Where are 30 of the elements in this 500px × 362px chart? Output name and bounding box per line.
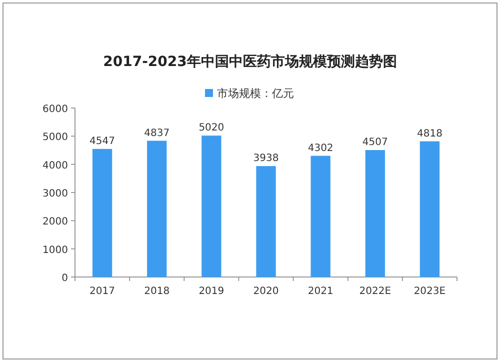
- y-tick-label: 1000: [42, 244, 68, 256]
- x-tick-label: 2023E: [414, 286, 446, 297]
- bar: [147, 140, 167, 277]
- y-tick-label: 3000: [42, 188, 68, 200]
- x-tick-label: 2020: [253, 286, 279, 297]
- bar: [365, 150, 385, 277]
- data-label: 4507: [362, 137, 388, 148]
- data-label: 4837: [144, 128, 170, 139]
- bar: [92, 148, 112, 277]
- data-label: 3938: [253, 153, 279, 164]
- x-tick-label: 2022E: [359, 286, 392, 297]
- legend-label: 市场规模：亿元: [217, 87, 294, 100]
- data-label: 5020: [198, 122, 224, 134]
- x-tick-label: 2017: [90, 286, 116, 297]
- y-tick-label: 4000: [42, 160, 68, 172]
- bar: [310, 156, 330, 277]
- data-label: 4302: [308, 142, 334, 154]
- x-tick-label: 2019: [198, 286, 224, 297]
- data-label: 4547: [90, 136, 116, 147]
- y-tick-label: 6000: [42, 104, 68, 115]
- bar: [202, 136, 222, 277]
- y-tick-label: 0: [62, 273, 68, 284]
- x-tick-label: 2021: [308, 286, 334, 297]
- x-tick-label: 2018: [144, 286, 170, 297]
- data-label: 4818: [416, 128, 442, 140]
- y-tick-label: 5000: [42, 132, 68, 144]
- bar: [420, 141, 440, 277]
- chart-title: 2017-2023年中国中医药市场规模预测趋势图: [103, 53, 397, 70]
- y-tick-label: 2000: [42, 216, 68, 228]
- bar: [256, 166, 276, 277]
